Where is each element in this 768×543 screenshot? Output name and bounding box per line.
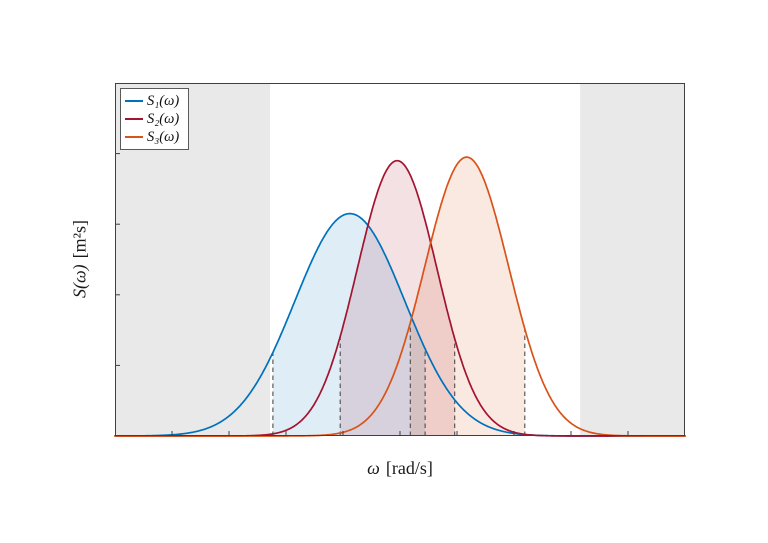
legend: S₁(ω) S₂(ω) S₃(ω) (120, 88, 190, 150)
legend-item-s2: S₂(ω) (125, 110, 179, 128)
shaded-area-s2 (340, 160, 455, 437)
legend-label-s2: S₂(ω) (147, 111, 180, 127)
plot-area (114, 83, 686, 437)
y-axis-label-unit: [m²s] (69, 219, 90, 259)
x-axis-label-unit: [rad/s] (385, 458, 433, 478)
shaded-area-s1 (272, 213, 426, 436)
legend-label-s1: S₁(ω) (147, 93, 180, 109)
legend-line-sample-s3 (125, 136, 143, 138)
shaded-area-s3 (410, 157, 525, 436)
dashed-guide-lines (272, 322, 526, 436)
legend-item-s1: S₁(ω) (125, 92, 179, 110)
excluded-frequency-regions (115, 83, 685, 436)
y-axis-label: S(ω) [m²s] (70, 220, 91, 298)
spectrum-shaded-areas (272, 157, 525, 437)
excluded-region-1 (580, 83, 685, 436)
plot-border (115, 83, 685, 436)
x-axis-label-symbol: ω (367, 458, 380, 478)
legend-line-sample-s2 (125, 118, 143, 120)
legend-line-sample-s1 (125, 100, 143, 102)
x-axis-label: ω [rad/s] (367, 458, 433, 479)
legend-label-s3: S₃(ω) (147, 129, 180, 145)
legend-item-s3: S₃(ω) (125, 128, 179, 146)
y-axis-label-symbol: S(ω) (69, 264, 90, 299)
